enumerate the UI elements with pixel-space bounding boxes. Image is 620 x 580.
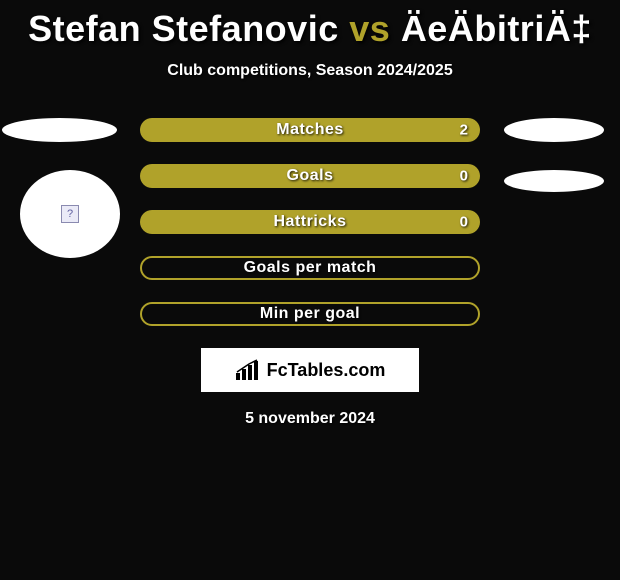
stat-label-matches: Matches	[276, 121, 344, 139]
player2-name: ÄeÄbitriÄ‡	[401, 8, 592, 49]
stat-label-goals-per-match: Goals per match	[244, 259, 377, 277]
fctables-logo-icon	[235, 359, 263, 381]
stat-value-goals-left: 0	[460, 168, 468, 185]
stat-row-hattricks: 0 Hattricks	[140, 210, 480, 234]
avatar-missing-icon: ?	[61, 205, 79, 223]
date-label: 5 november 2024	[0, 410, 620, 428]
player1-name: Stefan Stefanovic	[28, 8, 339, 49]
decorative-ellipse-right-2	[504, 170, 604, 192]
decorative-ellipse-left-1	[2, 118, 117, 142]
stat-rows: 2 Matches 0 Goals 0 Hattricks Goals per …	[140, 118, 480, 326]
brand-box: FcTables.com	[201, 348, 419, 392]
comparison-title: Stefan Stefanovic vs ÄeÄbitriÄ‡	[0, 0, 620, 50]
decorative-ellipse-right-1	[504, 118, 604, 142]
stat-label-hattricks: Hattricks	[274, 213, 347, 231]
stat-row-min-per-goal: Min per goal	[140, 302, 480, 326]
stat-row-goals-per-match: Goals per match	[140, 256, 480, 280]
stat-value-matches-left: 2	[460, 122, 468, 139]
stats-panel: ? 2 Matches 0 Goals 0 Hattricks Goals pe…	[0, 118, 620, 428]
player-avatar-placeholder: ?	[20, 170, 120, 258]
vs-separator: vs	[349, 8, 390, 49]
stat-value-hattricks-left: 0	[460, 214, 468, 231]
brand-text: FcTables.com	[267, 360, 386, 381]
stat-row-goals: 0 Goals	[140, 164, 480, 188]
stat-label-min-per-goal: Min per goal	[260, 305, 360, 323]
stat-label-goals: Goals	[287, 167, 334, 185]
subtitle: Club competitions, Season 2024/2025	[0, 62, 620, 80]
stat-row-matches: 2 Matches	[140, 118, 480, 142]
